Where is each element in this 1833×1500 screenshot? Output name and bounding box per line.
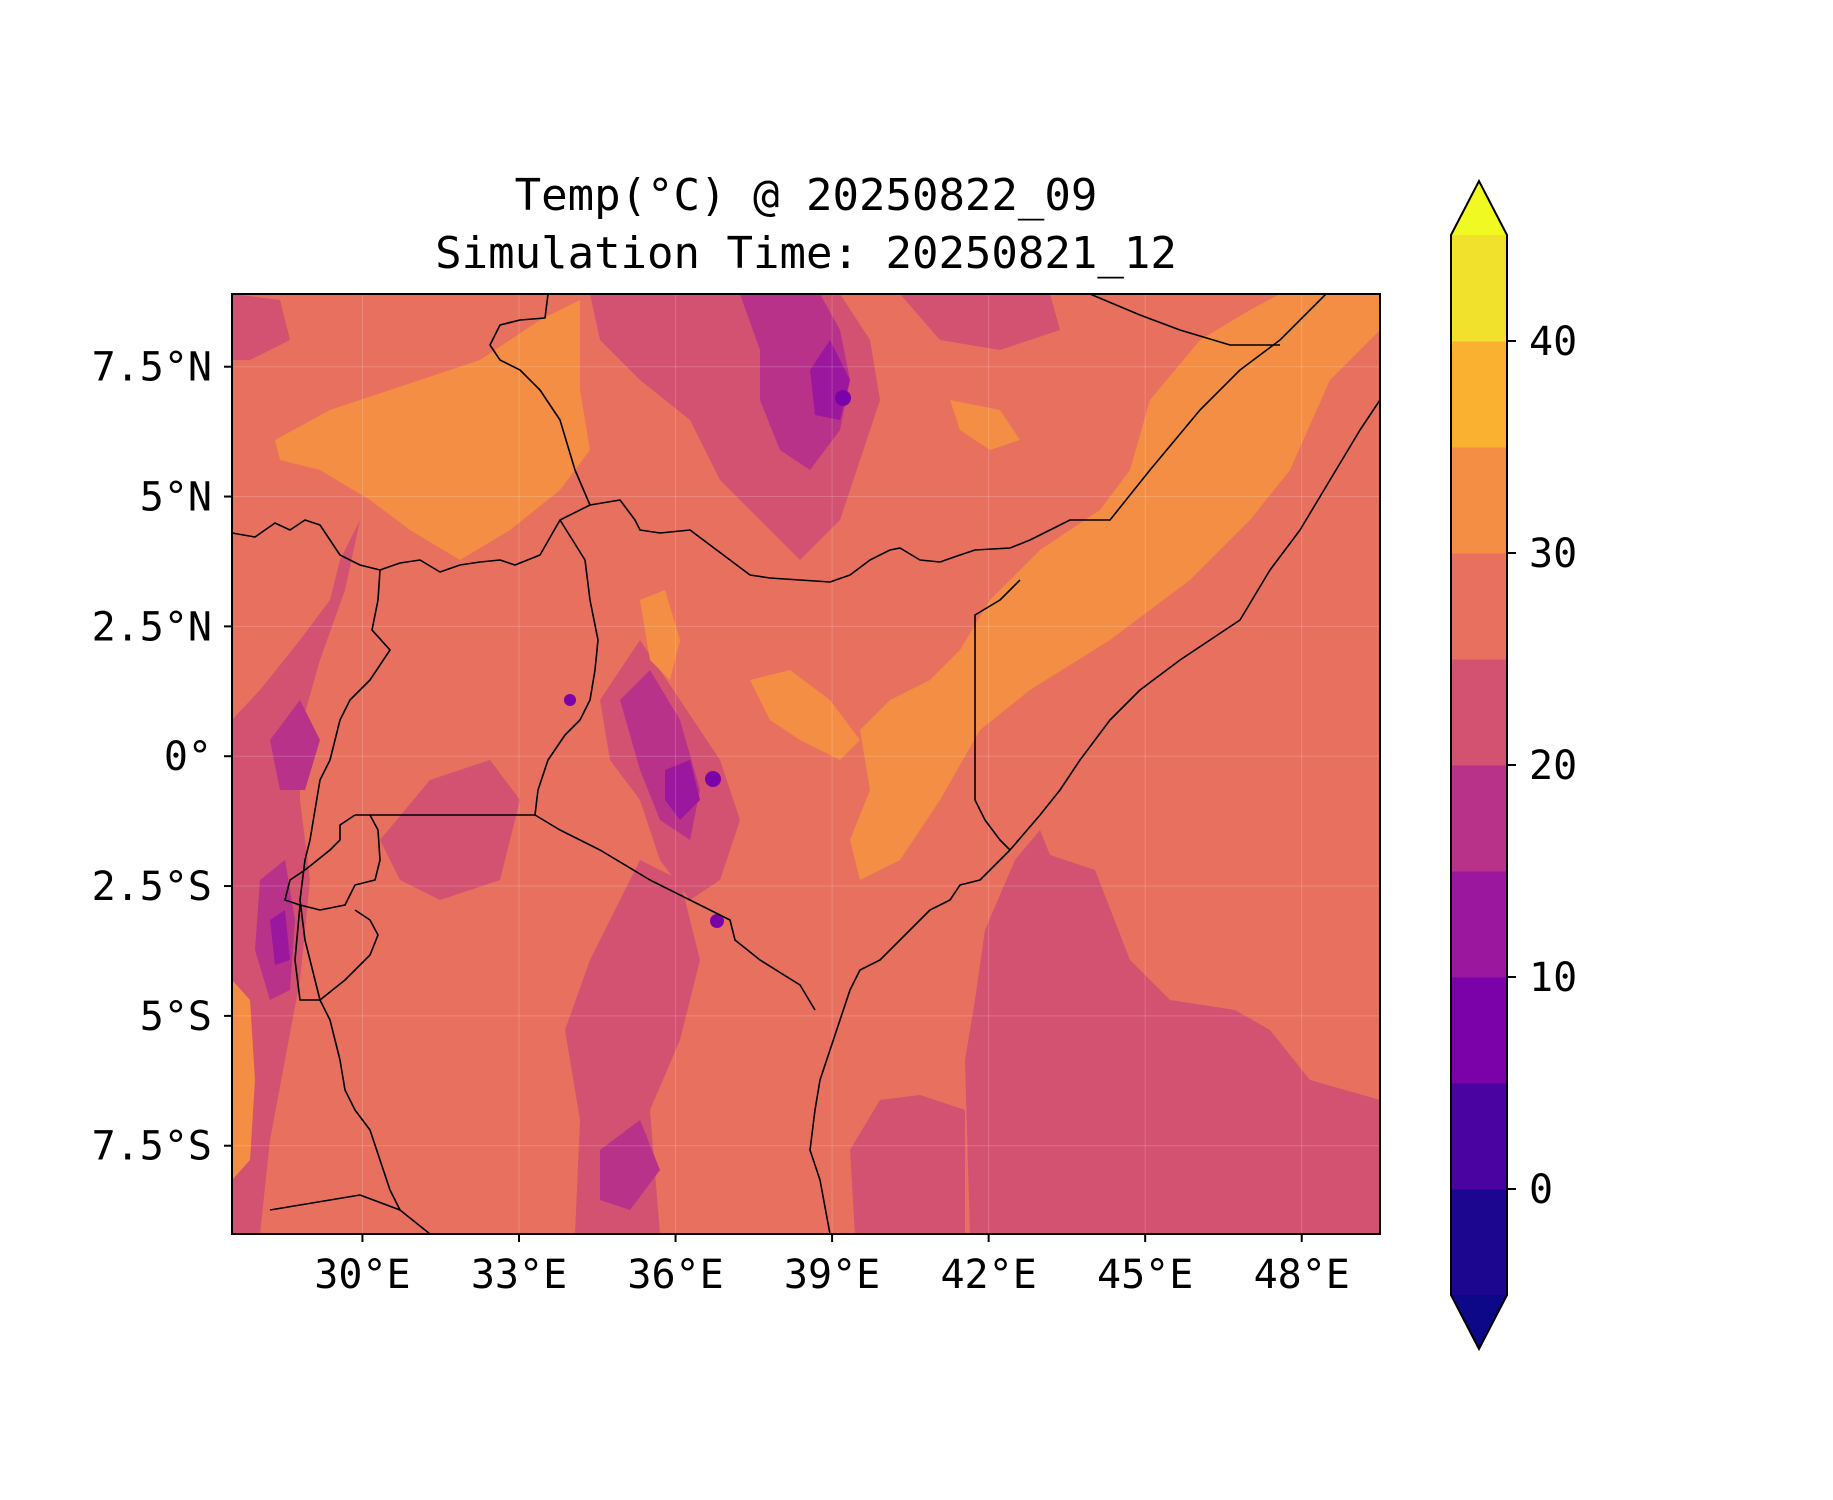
x-tick-label: 36°E [627, 1252, 723, 1298]
colorbar-under-extension [1451, 1295, 1507, 1349]
colorbar-tick-label: 40 [1529, 319, 1577, 365]
temperature-field [232, 294, 1380, 1234]
country-borders [232, 294, 1380, 1234]
y-tick-label: 5°S [140, 994, 212, 1040]
colorbar-tick-label: 0 [1529, 1167, 1553, 1213]
x-tick-label: 33°E [471, 1252, 567, 1298]
colorbar-level [1451, 341, 1507, 448]
title-line-2: Simulation Time: 20250821_12 [435, 228, 1177, 279]
x-tick-label: 42°E [940, 1252, 1036, 1298]
colorbar-tick-label: 30 [1529, 531, 1577, 577]
colorbar-level [1451, 1083, 1507, 1190]
x-tick-label: 30°E [314, 1252, 410, 1298]
y-tick-label: 7.5°S [92, 1124, 212, 1170]
y-tick-label: 2.5°N [92, 604, 212, 650]
colorbar-tick-label: 10 [1529, 955, 1577, 1001]
colorbar-tick-label: 20 [1529, 743, 1577, 789]
y-tick-label: 7.5°N [92, 345, 212, 391]
y-tick-label: 5°N [140, 475, 212, 521]
colorbar-level [1451, 447, 1507, 554]
colorbar-level [1451, 553, 1507, 660]
title-line-1: Temp(°C) @ 20250822_09 [515, 170, 1098, 221]
colorbar-level [1451, 1189, 1507, 1296]
map-frame [231, 293, 1381, 1235]
graticule [232, 294, 1380, 1234]
x-tick-label: 48°E [1254, 1252, 1350, 1298]
colorbar-level [1451, 235, 1507, 342]
y-tick-label: 2.5°S [92, 864, 212, 910]
colorbar-over-extension [1451, 181, 1507, 235]
y-tick-label: 0° [164, 734, 212, 780]
colorbar-level [1451, 659, 1507, 766]
colorbar-outline [1450, 178, 1508, 1352]
y-axis-ticks: 7.5°N 5°N 2.5°N 0° 2.5°S 5°S 7.5°S [92, 345, 232, 1170]
x-tick-label: 45°E [1097, 1252, 1193, 1298]
colorbar: 0 10 20 30 40 [1450, 178, 1577, 1352]
map-panel: 30°E 33°E 36°E 39°E 42°E 45°E 48°E 7.5°N 5°N 2.5… [92, 293, 1381, 1298]
colorbar-level [1451, 871, 1507, 978]
colorbar-level [1451, 977, 1507, 1084]
x-axis-ticks: 30°E 33°E 36°E 39°E 42°E 45°E 48°E [314, 1234, 1350, 1298]
colorbar-level [1451, 765, 1507, 872]
x-tick-label: 39°E [784, 1252, 880, 1298]
